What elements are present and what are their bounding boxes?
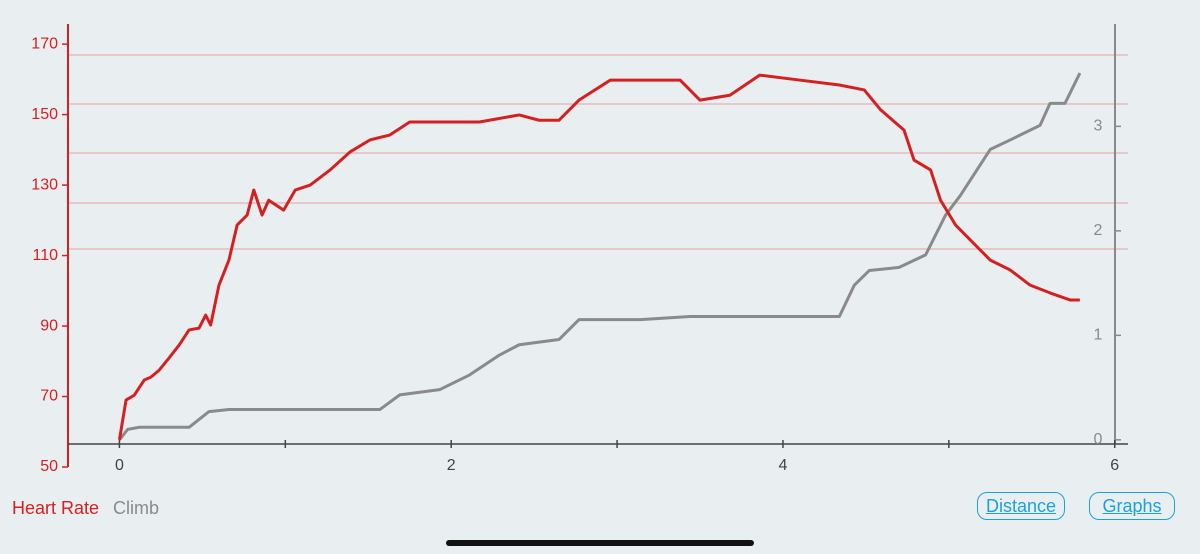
y-tick-label: 70	[40, 388, 58, 405]
x-tick-label: 2	[447, 457, 456, 474]
legend-item: Heart Rate	[12, 498, 99, 518]
series-line	[117, 73, 1080, 441]
x-tick-label: 4	[779, 457, 788, 474]
y2-tick-label: 0	[1094, 431, 1103, 448]
distance-button[interactable]: Distance	[977, 492, 1065, 520]
x-tick-label: 6	[1110, 457, 1119, 474]
legend-item: Climb	[113, 498, 159, 518]
home-indicator	[446, 540, 754, 546]
y2-tick-label: 1	[1094, 327, 1103, 344]
y-tick-label: 50	[40, 458, 58, 475]
y2-tick-label: 2	[1094, 222, 1103, 239]
y-tick-label: 110	[32, 247, 58, 264]
y-tick-label: 90	[40, 317, 58, 334]
y-tick-label: 170	[31, 35, 58, 52]
background-bands	[68, 54, 1128, 250]
series-line	[118, 72, 1082, 441]
y-tick-label: 130	[31, 176, 58, 193]
y-tick-label: 150	[31, 106, 58, 123]
y2-tick-label: 3	[1094, 118, 1103, 135]
x-tick-label: 0	[115, 457, 124, 474]
graphs-button[interactable]: Graphs	[1089, 492, 1175, 520]
